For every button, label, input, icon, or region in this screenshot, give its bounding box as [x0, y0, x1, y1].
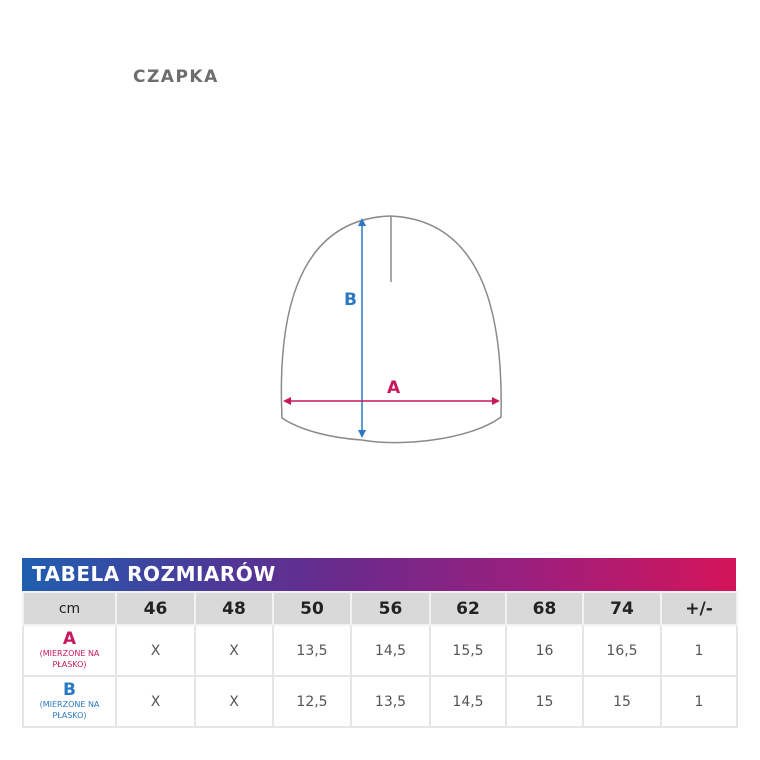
- table-cell: 1: [660, 624, 738, 677]
- header-cell: 68: [505, 591, 584, 626]
- table-row-a: A (MIERZONE NA PŁASKO) X X 13,5 14,5 15,…: [22, 624, 738, 677]
- header-cell: +/-: [660, 591, 738, 626]
- table-cell: X: [194, 675, 274, 728]
- table-row-b: B (MIERZONE NA PŁASKO) X X 12,5 13,5 14,…: [22, 675, 738, 728]
- table-cell: 15: [505, 675, 584, 728]
- table-cell: X: [115, 675, 196, 728]
- header-cell: 50: [272, 591, 352, 626]
- header-cell: 48: [194, 591, 274, 626]
- header-cell: 62: [429, 591, 507, 626]
- header-cell: 74: [582, 591, 662, 626]
- size-table-heading: TABELA ROZMIARÓW: [22, 558, 736, 591]
- table-cell: 13,5: [272, 624, 352, 677]
- table-cell: 13,5: [350, 675, 431, 728]
- size-table: TABELA ROZMIARÓW cm 46 48 50 56 62 68 74…: [22, 558, 738, 728]
- header-cell: cm: [22, 591, 117, 626]
- hat-outline: [280, 215, 502, 444]
- table-cell: 15,5: [429, 624, 507, 677]
- table-cell: 14,5: [429, 675, 507, 728]
- table-cell: X: [115, 624, 196, 677]
- table-cell: 1: [660, 675, 738, 728]
- header-row: cm 46 48 50 56 62 68 74 +/-: [22, 591, 738, 626]
- row-note: (MIERZONE NA PŁASKO): [39, 649, 100, 669]
- product-title: CZAPKA: [133, 67, 219, 87]
- row-label: A: [62, 629, 77, 649]
- label-a: A: [387, 378, 401, 398]
- table-cell: 16,5: [582, 624, 662, 677]
- table-cell: X: [194, 624, 274, 677]
- row-note: (MIERZONE NA PŁASKO): [39, 700, 100, 720]
- header-cell: 46: [115, 591, 196, 626]
- header-cell: 56: [350, 591, 431, 626]
- row-label-cell: A (MIERZONE NA PŁASKO): [22, 624, 117, 677]
- table-cell: 15: [582, 675, 662, 728]
- table-cell: 14,5: [350, 624, 431, 677]
- row-label: B: [63, 680, 76, 700]
- table-cell: 12,5: [272, 675, 352, 728]
- row-label-cell: B (MIERZONE NA PŁASKO): [22, 675, 117, 728]
- table-cell: 16: [505, 624, 584, 677]
- label-b: B: [344, 290, 357, 310]
